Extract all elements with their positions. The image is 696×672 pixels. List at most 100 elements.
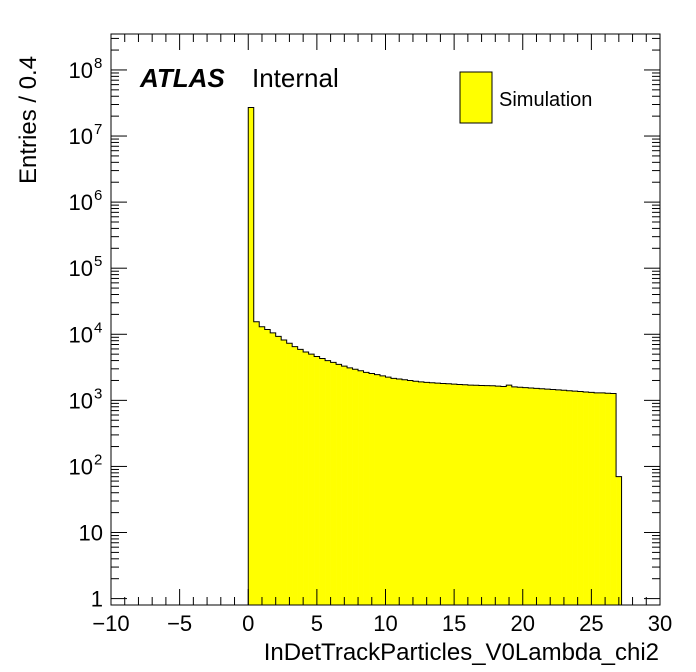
y-tick-label: 10 xyxy=(69,322,93,347)
histogram-bar xyxy=(330,362,337,605)
y-tick-label-exponent: 2 xyxy=(94,451,102,468)
x-tick-label: 0 xyxy=(242,611,254,636)
histogram-bar xyxy=(308,354,315,605)
histogram-bar xyxy=(583,391,589,605)
y-tick-label: 10 xyxy=(69,256,93,281)
histogram-bar xyxy=(517,387,524,605)
x-tick-label: 25 xyxy=(579,611,603,636)
histogram-bar xyxy=(264,329,271,605)
histogram-bar xyxy=(253,321,260,605)
histogram-bar xyxy=(462,384,469,605)
histogram-bar xyxy=(281,339,287,605)
x-tick-label: −5 xyxy=(167,611,192,636)
histogram-bar xyxy=(484,385,491,605)
histogram-bar xyxy=(506,385,513,605)
histogram-bar xyxy=(341,366,348,605)
histogram-bar xyxy=(539,388,546,605)
histogram-bar xyxy=(511,386,518,605)
histogram-bar xyxy=(380,375,386,605)
histogram-bar xyxy=(555,389,562,605)
histogram-bar xyxy=(577,391,584,605)
histogram-bar xyxy=(412,381,419,605)
y-tick-label-exponent: 3 xyxy=(94,385,102,402)
histogram-bar xyxy=(390,378,397,605)
legend-swatch xyxy=(459,71,493,124)
histogram-bar xyxy=(478,385,485,605)
histogram-bar xyxy=(489,385,496,605)
histogram-bar xyxy=(275,336,282,605)
y-tick-label: 10 xyxy=(69,388,93,413)
x-tick-label: −10 xyxy=(92,611,129,636)
histogram-bar xyxy=(374,374,381,605)
y-axis-title: Entries / 0.4 xyxy=(15,56,42,184)
histogram-bar xyxy=(616,476,622,605)
x-tick-label: 15 xyxy=(442,611,466,636)
histogram-bar xyxy=(401,379,408,605)
y-tick-label-exponent: 6 xyxy=(94,187,102,204)
histogram-bar xyxy=(363,372,370,605)
histogram-bar xyxy=(533,388,540,605)
histogram-bar xyxy=(292,346,298,605)
histogram-bar xyxy=(385,377,392,605)
histogram-bar xyxy=(522,387,529,605)
histogram-bar xyxy=(440,383,447,605)
histogram-bar xyxy=(550,389,556,605)
histogram-bar xyxy=(588,392,595,605)
x-tick-label: 30 xyxy=(648,611,672,636)
histogram-bar xyxy=(314,356,320,605)
y-tick-label-exponent: 7 xyxy=(94,121,102,138)
histogram-bar xyxy=(303,351,309,605)
y-tick-label: 10 xyxy=(69,454,93,479)
atlas-label: ATLAS xyxy=(139,63,225,93)
histogram-bar xyxy=(456,384,463,605)
legend-entry-label: Simulation xyxy=(499,89,592,111)
y-tick-label: 10 xyxy=(69,190,93,215)
histogram-bar xyxy=(572,391,578,605)
histogram-bar xyxy=(566,390,573,605)
x-tick-label: 10 xyxy=(373,611,397,636)
y-tick-label: 10 xyxy=(79,521,103,546)
histogram-bar xyxy=(369,373,375,605)
histogram-bar xyxy=(423,382,430,605)
histogram-bar xyxy=(500,386,507,605)
histogram-bar xyxy=(418,381,425,605)
y-tick-label: 10 xyxy=(69,124,93,149)
histogram-bar xyxy=(336,364,342,605)
histogram-bar xyxy=(407,380,414,605)
histogram-bar xyxy=(594,392,600,605)
atlas-sublabel: Internal xyxy=(252,63,339,93)
y-tick-label-exponent: 8 xyxy=(94,55,102,72)
x-axis-title: InDetTrackParticles_V0Lambda_chi2 xyxy=(264,639,659,666)
histogram-bar xyxy=(605,393,611,605)
histogram-bar xyxy=(286,343,293,605)
histogram-bar xyxy=(396,379,403,605)
histogram-bar xyxy=(544,389,551,605)
y-tick-label: 1 xyxy=(91,587,103,612)
histogram-bar xyxy=(429,382,436,605)
x-tick-label: 5 xyxy=(311,611,323,636)
histogram-bar xyxy=(445,383,452,605)
x-tick-label: 20 xyxy=(511,611,535,636)
histogram-bar xyxy=(599,392,606,605)
histogram-bar xyxy=(467,385,474,605)
y-tick-label-exponent: 5 xyxy=(94,253,102,270)
histogram-bar xyxy=(473,385,480,605)
histogram-bar xyxy=(352,369,359,605)
histogram-bar xyxy=(297,349,304,605)
histogram-bar xyxy=(319,358,326,605)
y-tick-label-exponent: 4 xyxy=(94,319,102,336)
histogram-bar xyxy=(495,386,502,605)
x-tick-labels: −10 −5 0 5 10 15 20 25 30 xyxy=(92,611,672,636)
histogram-bar xyxy=(347,367,353,605)
histogram-bar xyxy=(358,370,364,605)
legend: Simulation xyxy=(459,71,592,124)
histogram-bar xyxy=(561,390,567,605)
histogram-bars xyxy=(247,107,623,605)
histogram-bar xyxy=(451,384,458,605)
histogram-bar xyxy=(270,332,276,605)
histogram-bar xyxy=(528,387,535,605)
histogram-bar xyxy=(434,383,441,605)
histogram-bar xyxy=(259,326,266,605)
